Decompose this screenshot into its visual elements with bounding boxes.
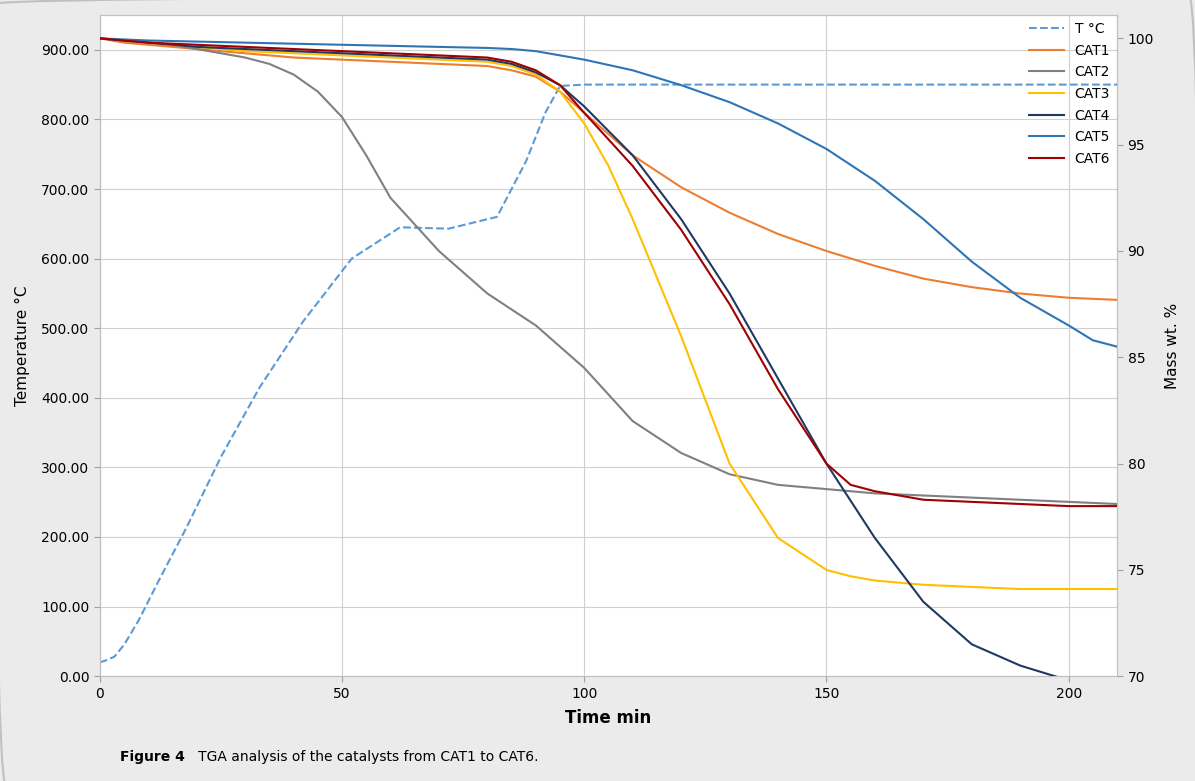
X-axis label: Time min: Time min: [565, 709, 651, 727]
Y-axis label: Mass wt. %: Mass wt. %: [1165, 302, 1179, 389]
Legend: T °C, CAT1, CAT2, CAT3, CAT4, CAT5, CAT6: T °C, CAT1, CAT2, CAT3, CAT4, CAT5, CAT6: [1029, 22, 1110, 166]
Text: TGA analysis of the catalysts from CAT1 to CAT6.: TGA analysis of the catalysts from CAT1 …: [185, 750, 539, 764]
Y-axis label: Temperature °C: Temperature °C: [16, 285, 30, 406]
Text: Figure 4: Figure 4: [120, 750, 184, 764]
